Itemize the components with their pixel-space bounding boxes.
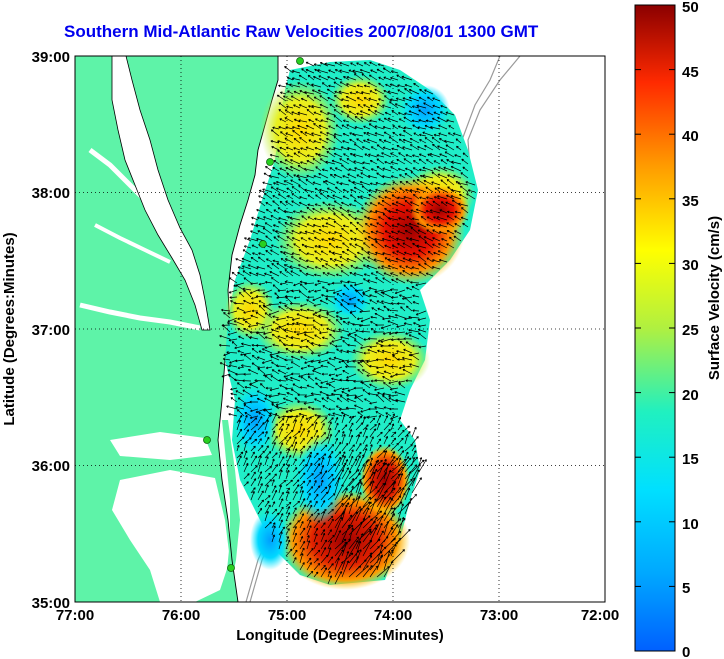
colorbar-tick-label: 10: [682, 516, 699, 533]
river-james: [79, 302, 201, 331]
colorbar-tick-label: 5: [682, 580, 690, 597]
colorbar-tick-label: 50: [682, 0, 699, 16]
colorbar: 50 45 40 35 30 25 20 15 10 5 0 Surface V…: [634, 0, 723, 659]
y-tick-label: 35:00: [32, 595, 70, 612]
chesapeake-bay: [112, 56, 210, 330]
y-tick-label: 38:00: [32, 185, 70, 202]
sound-albemarle: [110, 432, 212, 460]
y-axis-label: Latitude (Degrees:Minutes): [1, 232, 18, 425]
y-tick-label: 39:00: [32, 49, 70, 66]
station-marker: [266, 158, 274, 166]
river-rappahannock: [94, 223, 171, 264]
bay-outline: [111, 56, 211, 331]
x-tick-label: 76:00: [162, 607, 200, 624]
x-tick-label: 75:00: [268, 607, 306, 624]
x-axis: 77:00 76:00 75:00 74:00 73:00 72:00 Long…: [56, 607, 619, 644]
x-axis-label: Longitude (Degrees:Minutes): [236, 627, 444, 644]
grid-lines: [75, 56, 605, 602]
x-tick-label: 73:00: [480, 607, 518, 624]
colorbar-tick-label: 30: [682, 257, 699, 274]
sound-pamlico: [112, 470, 230, 602]
station-marker: [203, 436, 211, 444]
colorbar-tick-label: 40: [682, 128, 699, 145]
station-marker: [259, 240, 267, 248]
station-marker: [227, 564, 235, 572]
station-markers: [203, 57, 304, 572]
colorbar-tick-label: 25: [682, 322, 699, 339]
colorbar-tick-label: 15: [682, 451, 699, 468]
x-tick-label: 74:00: [374, 607, 412, 624]
y-tick-label: 36:00: [32, 458, 70, 475]
y-axis: 39:00 38:00 37:00 36:00 35:00 Latitude (…: [1, 49, 70, 612]
colorbar-gradient: [634, 4, 676, 652]
y-tick-label: 37:00: [32, 322, 70, 339]
chart-title: Southern Mid-Atlantic Raw Velocities 200…: [64, 22, 539, 41]
colorbar-tick-label: 0: [682, 644, 690, 659]
colorbar-tick-label: 20: [682, 387, 699, 404]
plot-frame: [74, 55, 606, 603]
station-marker: [296, 57, 304, 65]
x-tick-label: 72:00: [581, 607, 619, 624]
x-tick-label: 77:00: [56, 607, 94, 624]
colorbar-tick-label: 35: [682, 193, 699, 210]
colorbar-label: Surface Velocity (cm/s): [706, 216, 723, 380]
colorbar-tick-label: 45: [682, 64, 699, 81]
outer-banks: [222, 420, 240, 580]
river-potomac: [88, 148, 167, 222]
